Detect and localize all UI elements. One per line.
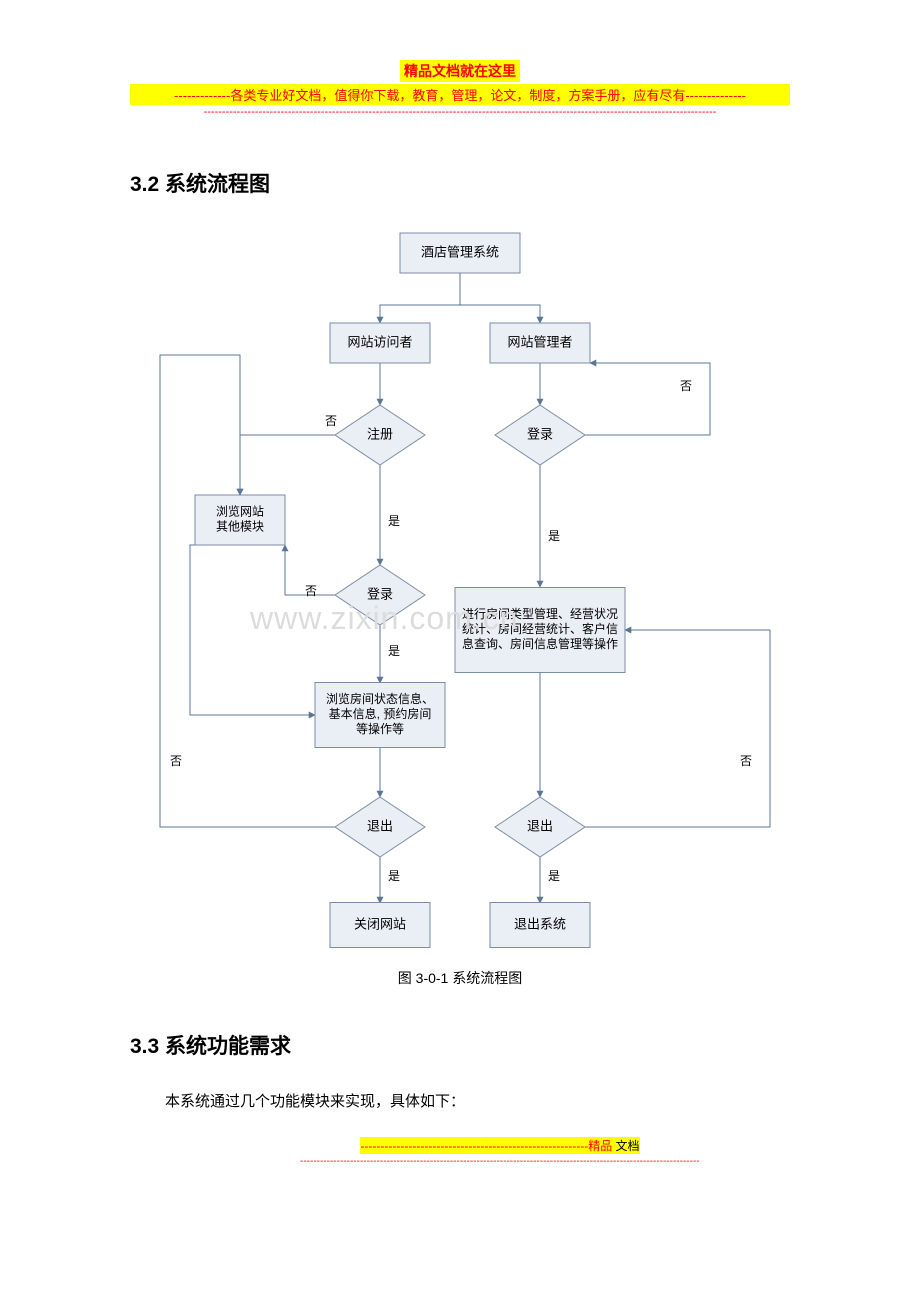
svg-text:浏览房间状态信息、: 浏览房间状态信息、	[326, 691, 434, 706]
svg-text:统计、房间经营统计、客户信: 统计、房间经营统计、客户信	[462, 621, 618, 636]
svg-text:其他模块: 其他模块	[216, 520, 264, 534]
svg-text:是: 是	[388, 644, 400, 658]
footer-line1: ----------------------------------------…	[360, 1137, 639, 1154]
svg-text:网站管理者: 网站管理者	[507, 334, 572, 349]
banner-dashes: ----------------------------------------…	[130, 106, 790, 118]
svg-text:是: 是	[548, 529, 560, 543]
svg-text:否: 否	[740, 754, 752, 768]
svg-text:否: 否	[170, 754, 182, 768]
flowchart-caption: 图 3-0-1 系统流程图	[0, 968, 920, 988]
system-flowchart: 酒店管理系统网站访问者网站管理者注册登录浏览网站其他模块登录进行房间类型管理、经…	[130, 225, 790, 955]
svg-text:网站访问者: 网站访问者	[347, 334, 412, 349]
svg-text:否: 否	[305, 584, 317, 598]
svg-text:否: 否	[325, 414, 337, 428]
svg-text:退出系统: 退出系统	[514, 916, 566, 931]
svg-text:是: 是	[548, 869, 560, 883]
svg-text:基本信息, 预约房间: 基本信息, 预约房间	[329, 706, 432, 721]
svg-text:是: 是	[388, 514, 400, 528]
svg-text:浏览网站: 浏览网站	[216, 504, 264, 519]
svg-text:登录: 登录	[527, 426, 553, 441]
svg-text:息查询、房间信息管理等操作: 息查询、房间信息管理等操作	[462, 636, 618, 651]
footer-banner: ----------------------------------------…	[300, 1137, 700, 1167]
footer-line1-red: ----------------------------------------…	[360, 1139, 612, 1153]
svg-text:等操作等: 等操作等	[356, 721, 404, 736]
header-banner: 精品文档就在这里 -------------各类专业好文档，值得你下载，教育，管…	[130, 60, 790, 118]
svg-text:否: 否	[680, 379, 692, 393]
svg-text:注册: 注册	[367, 426, 393, 441]
banner-title: 精品文档就在这里	[400, 60, 520, 82]
footer-line2: ----------------------------------------…	[300, 1156, 700, 1167]
svg-text:登录: 登录	[367, 586, 393, 601]
svg-text:关闭网站: 关闭网站	[354, 916, 406, 931]
svg-text:退出: 退出	[527, 818, 553, 833]
footer-line1-black: 文档	[612, 1139, 639, 1153]
banner-subtitle: -------------各类专业好文档，值得你下载，教育，管理，论文，制度，方…	[130, 84, 790, 105]
section-3-2-heading: 3.2 系统流程图	[130, 168, 270, 198]
svg-text:退出: 退出	[367, 818, 393, 833]
section-3-3-body: 本系统通过几个功能模块来实现，具体如下：	[165, 1090, 465, 1111]
section-3-3-heading: 3.3 系统功能需求	[130, 1030, 291, 1060]
svg-text:酒店管理系统: 酒店管理系统	[421, 244, 499, 259]
svg-text:是: 是	[388, 869, 400, 883]
svg-text:进行房间类型管理、经营状况: 进行房间类型管理、经营状况	[462, 606, 618, 621]
